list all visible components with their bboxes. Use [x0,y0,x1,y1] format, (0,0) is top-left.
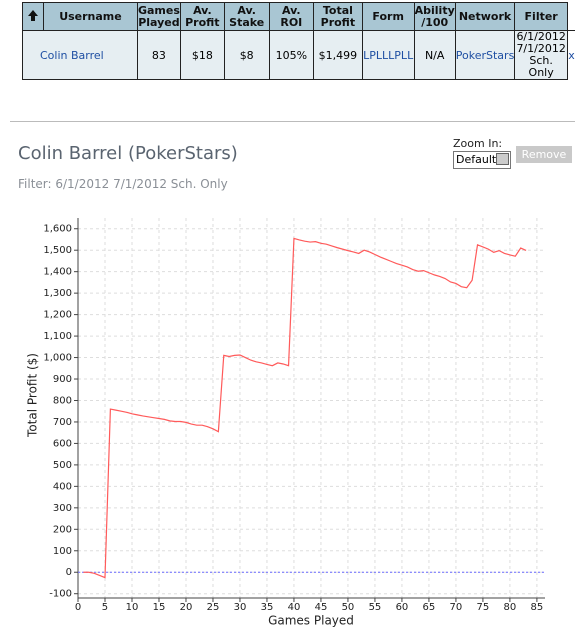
filter-line: 7/1/2012 [516,42,566,55]
header-cell[interactable]: Username [43,2,138,31]
x-tick-label: 35 [261,602,274,613]
cell: $1,499 [313,30,363,80]
zoom-value: Default [456,153,497,166]
y-tick-label: 1,200 [43,310,72,321]
cell: LPLLLPLL [361,30,415,80]
y-tick-label: -100 [49,589,72,600]
sort-icon[interactable] [22,2,44,31]
y-tick-label: 300 [53,503,72,514]
x-tick-label: 20 [180,602,193,613]
x-tick-label: 55 [369,602,382,613]
x-tick-label: 40 [288,602,301,613]
x-tick-label: 25 [207,602,220,613]
header-cell[interactable]: Games Played [136,2,181,31]
y-tick-label: 100 [53,546,72,557]
header-cell[interactable]: Ability /100 [413,2,456,31]
y-tick-label: 1,100 [43,331,72,342]
y-axis-label: Total Profit ($) [26,353,40,438]
y-tick-label: 0 [66,567,72,578]
header-cell[interactable]: Av. Profit [179,2,225,31]
cell: 105% [268,30,315,80]
remove-filter[interactable]: x [568,48,575,62]
x-tick-label: 10 [126,602,139,613]
remove-button[interactable]: Remove [516,146,572,163]
x-tick-label: 80 [504,602,517,613]
x-tick-label: 45 [315,602,328,613]
filter-line: Sch. Only [528,54,554,79]
zoom-label: Zoom In: [453,137,503,150]
cell: 6/1/2012 7/1/2012 Sch. Only [514,30,568,80]
cell: 83 [136,30,181,80]
y-tick-label: 1,400 [43,267,72,278]
cell: $8 [223,30,270,80]
header-cell[interactable]: Av. ROI [268,2,315,31]
x-tick-label: 30 [234,602,247,613]
header-cell[interactable]: Network [454,2,516,31]
y-tick-label: 1,300 [43,288,72,299]
player-link[interactable]: Colin Barrel [40,48,104,62]
spacer [567,2,575,31]
y-tick-label: 800 [53,395,72,406]
y-tick-label: 900 [53,374,72,385]
chart-subtitle: Filter: 6/1/2012 7/1/2012 Sch. Only [18,177,228,191]
zoom-select[interactable]: Default [453,151,511,169]
y-tick-label: 1,500 [43,245,72,256]
dropdown-arrow [496,153,509,165]
cell: $18 [179,30,225,80]
divider [10,121,575,122]
x-tick-label: 0 [75,602,81,613]
y-tick-label: 600 [53,438,72,449]
chart-title: Colin Barrel (PokerStars) [18,143,238,164]
x-tick-label: 70 [450,602,463,613]
x-tick-label: 15 [153,602,166,613]
header-row: Username Games Played Av. Profit Av. Sta… [22,2,575,31]
y-tick-label: 1,600 [43,224,72,235]
profit-line [83,237,527,579]
x-tick-label: 65 [423,602,436,613]
y-tick-label: 1,000 [43,353,72,364]
filter-line: 6/1/2012 [516,30,566,43]
network-link[interactable]: PokerStars [455,48,515,62]
stats-table: Username Games Played Av. Profit Av. Sta… [22,2,575,80]
x-axis-label: Games Played [268,614,354,628]
form-link[interactable]: LPLLLPLL [363,48,414,62]
y-tick-label: 400 [53,481,72,492]
cell: x [567,30,575,80]
x-tick-label: 60 [396,602,409,613]
cell: PokerStars [454,30,516,80]
header-cell[interactable]: Form [361,2,415,31]
y-tick-label: 700 [53,417,72,428]
data-row: Colin Barrel 83 $18 $8 105% $1,499 LPLLL… [22,30,575,80]
cell: N/A [413,30,456,80]
x-tick-label: 75 [477,602,490,613]
x-tick-label: 85 [531,602,544,613]
header-cell[interactable]: Filter [514,2,568,31]
x-tick-label: 50 [342,602,355,613]
cell: Colin Barrel [22,30,138,80]
y-tick-label: 500 [53,460,72,471]
x-tick-label: 5 [102,602,108,613]
y-tick-label: 200 [53,524,72,535]
